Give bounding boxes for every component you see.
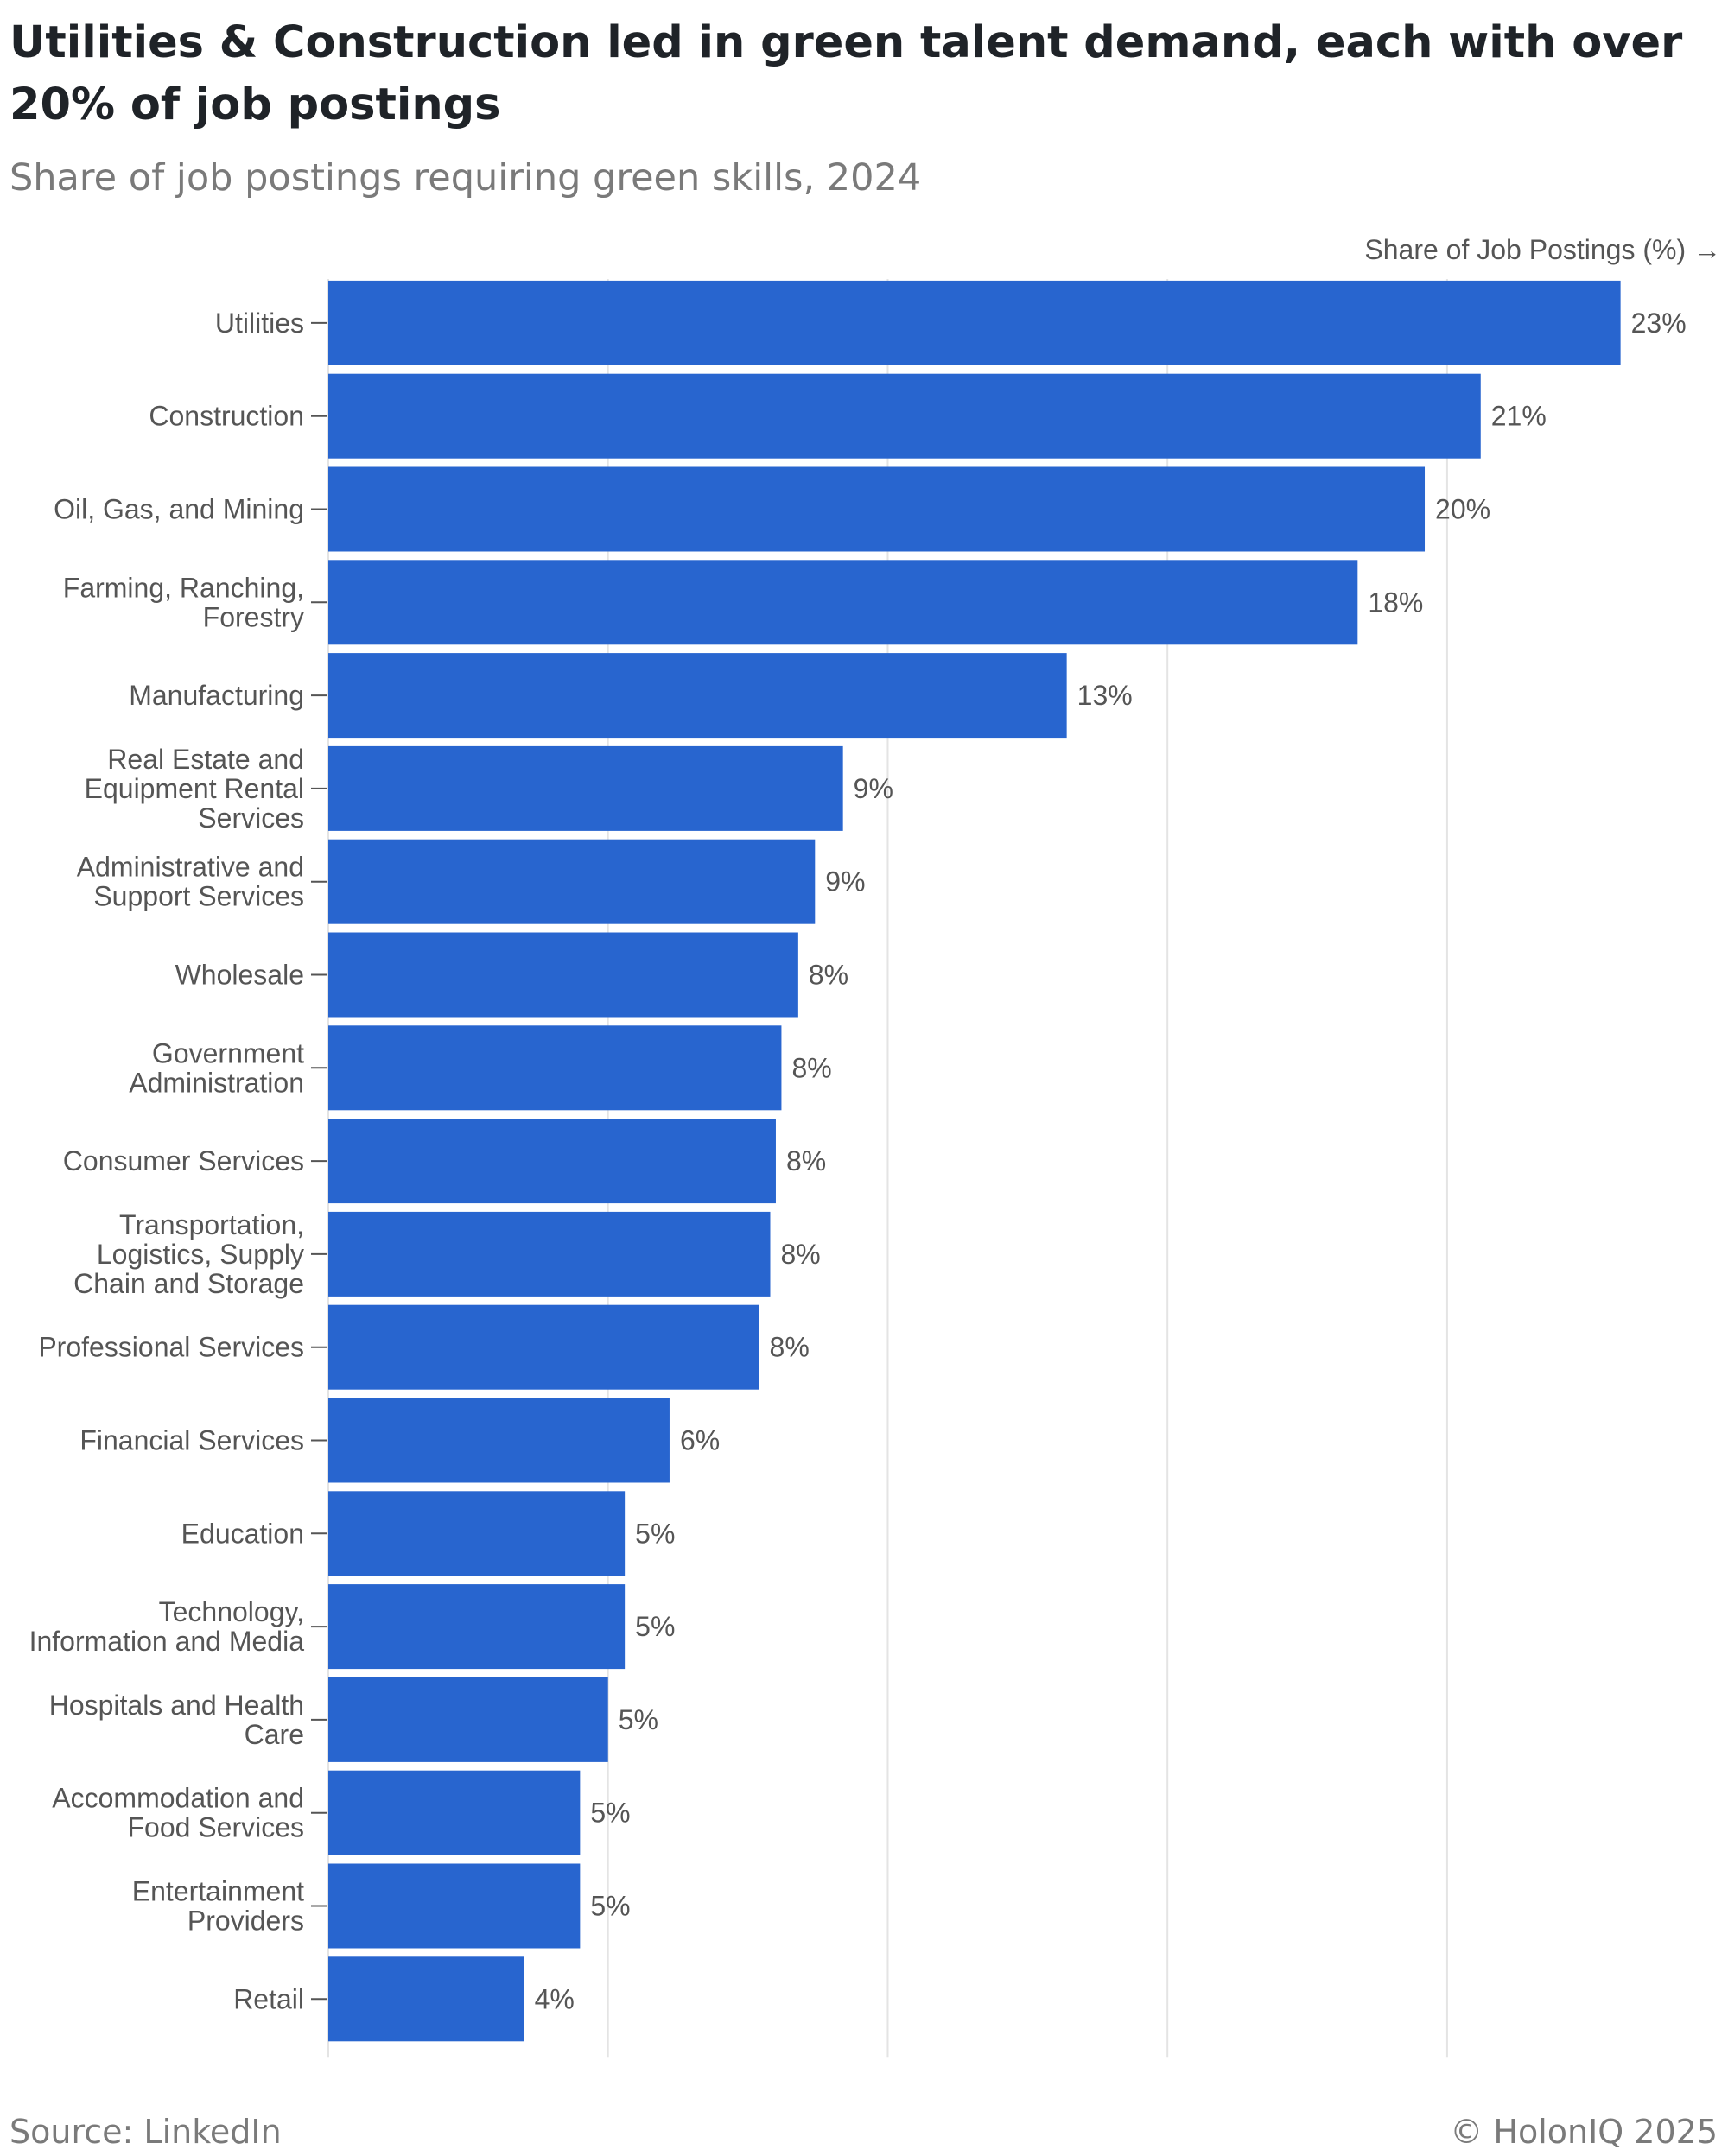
category-label-line: Entertainment [132,1876,304,1907]
value-label-12: 6% [680,1425,720,1456]
category-label-0: Utilities [215,308,304,339]
category-label-10: Transportation, Logistics, Supply Chain an… [73,1209,304,1299]
value-label-15: 5% [619,1704,658,1735]
category-label-line: Transportation, [119,1209,304,1240]
value-label-3: 18% [1368,587,1423,618]
bar-14 [328,1584,626,1670]
chart-subtitle: Share of job postings requiring green sk… [10,156,922,200]
bar-5 [328,745,843,831]
category-label-8: Government Administration [129,1037,304,1098]
value-label-16: 5% [590,1798,630,1829]
category-label-line: Forestry [203,601,304,632]
category-label-line: Oil, Gas, and Mining [54,494,304,525]
bar-6 [328,839,816,924]
category-label-18: Retail [233,1983,304,2014]
category-label-9: Consumer Services [63,1145,304,1176]
bar-12 [328,1398,670,1483]
category-label-line: Food Services [127,1812,304,1843]
value-label-4: 13% [1077,680,1133,711]
value-label-14: 5% [635,1611,675,1642]
value-label-5: 9% [854,773,893,804]
category-label-line: Manufacturing [129,680,304,711]
source-note: Source: LinkedIn [10,2113,282,2151]
bar-11 [328,1304,759,1390]
category-label-13: Education [181,1518,304,1549]
bar-2 [328,466,1426,552]
value-label-0: 23% [1631,308,1687,339]
category-label-1: Construction [149,401,304,432]
category-label-16: Accommodation and Food Services [52,1783,304,1843]
category-label-line: Farming, Ranching, [63,572,304,603]
bar-1 [328,373,1481,459]
value-label-1: 21% [1491,401,1547,432]
category-label-line: Chain and Storage [73,1268,304,1299]
category-label-15: Hospitals and Health Care [49,1690,304,1750]
category-label-line: Professional Services [38,1332,304,1363]
bar-16 [328,1770,581,1855]
bar-7 [328,932,798,1018]
category-label-line: Real Estate and [107,744,304,775]
bar-10 [328,1211,771,1297]
bar-8 [328,1025,782,1111]
value-label-9: 8% [786,1145,826,1176]
bar-0 [328,280,1621,365]
category-label-line: Information and Media [29,1626,305,1657]
category-label-14: Technology, Information and Media [29,1596,305,1657]
category-label-line: Administrative and [77,852,304,883]
value-label-13: 5% [635,1518,675,1549]
value-label-6: 9% [825,866,865,897]
category-label-line: Consumer Services [63,1145,304,1176]
category-label-5: Real Estate and Equipment Rental Services [85,744,304,834]
category-label-11: Professional Services [38,1332,304,1363]
value-label-11: 8% [770,1332,810,1363]
category-label-line: Equipment Rental [85,773,304,804]
category-label-line: Construction [149,401,304,432]
copyright-note: © HolonIQ 2025 [1450,2113,1718,2151]
category-label-line: Hospitals and Health [49,1690,304,1721]
bar-4 [328,653,1067,739]
bar-17 [328,1863,581,1949]
category-label-line: Support Services [93,881,304,912]
bar-13 [328,1491,626,1576]
bar-18 [328,1956,524,2042]
category-label-line: Providers [187,1906,304,1937]
category-label-7: Wholesale [175,960,304,991]
category-label-2: Oil, Gas, and Mining [54,494,304,525]
value-label-18: 4% [535,1983,575,2014]
category-label-line: Financial Services [79,1425,304,1456]
chart-title: Utilities & Construction led in green ta… [10,17,1683,130]
category-label-line: Education [181,1518,304,1549]
category-label-line: Logistics, Supply [97,1239,304,1270]
bar-9 [328,1119,776,1204]
value-label-7: 8% [809,960,848,991]
category-label-12: Financial Services [79,1425,304,1456]
category-label-line: Accommodation and [52,1783,304,1814]
value-label-2: 20% [1435,494,1490,525]
category-label-line: Utilities [215,308,304,339]
category-label-line: Care [245,1719,304,1750]
category-label-line: Services [198,802,304,834]
category-label-line: Retail [233,1983,304,2014]
bars [328,280,1621,2042]
category-label-4: Manufacturing [129,680,304,711]
category-label-line: Administration [129,1067,304,1098]
bar-3 [328,560,1358,645]
category-label-line: Wholesale [175,960,304,991]
labels: Utilities 23% Construction 21% Oil, Gas, and… [29,308,1687,2014]
category-label-3: Farming, Ranching, Forestry [63,572,304,632]
category-label-line: Government [152,1037,304,1068]
category-label-6: Administrative and Support Services [77,852,304,912]
x-axis-title: Share of Job Postings (%) → [1364,234,1721,265]
category-label-17: Entertainment Providers [132,1876,304,1937]
bar-15 [328,1677,608,1762]
value-label-17: 5% [590,1891,630,1922]
value-label-10: 8% [780,1239,820,1270]
value-label-8: 8% [791,1052,831,1083]
category-label-line: Technology, [159,1596,304,1627]
